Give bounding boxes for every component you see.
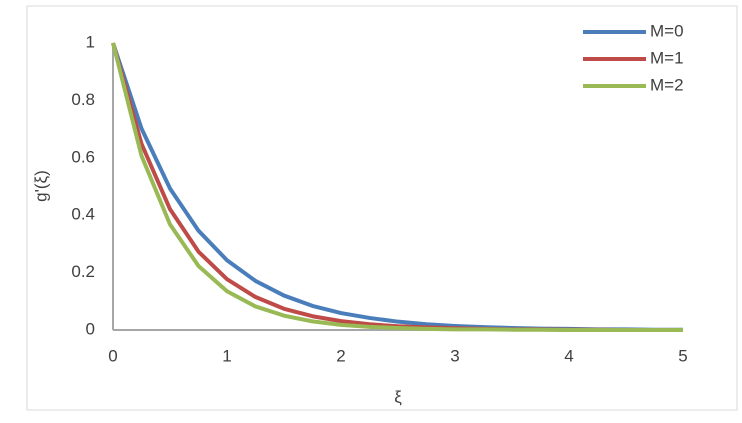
y-tick-label: 0 (86, 319, 95, 338)
legend-label: M=2 (650, 75, 684, 94)
x-tick-label: 5 (678, 346, 687, 365)
y-tick-label: 1 (86, 32, 95, 51)
x-tick-label: 4 (564, 346, 573, 365)
y-tick-label: 0.2 (71, 262, 95, 281)
legend-label: M=0 (650, 21, 684, 40)
x-tick-label: 1 (222, 346, 231, 365)
y-tick-label: 0.4 (71, 205, 95, 224)
y-tick-label: 0.8 (71, 90, 95, 109)
x-axis-label: ξ (394, 387, 402, 406)
x-tick-label: 0 (108, 346, 117, 365)
chart-frame (26, 5, 738, 411)
y-axis-label: g'(ξ) (31, 170, 50, 202)
legend-label: M=1 (650, 48, 684, 67)
y-tick-label: 0.6 (71, 147, 95, 166)
x-tick-label: 3 (450, 346, 459, 365)
series-line (111, 42, 683, 332)
x-tick-label: 2 (336, 346, 345, 365)
